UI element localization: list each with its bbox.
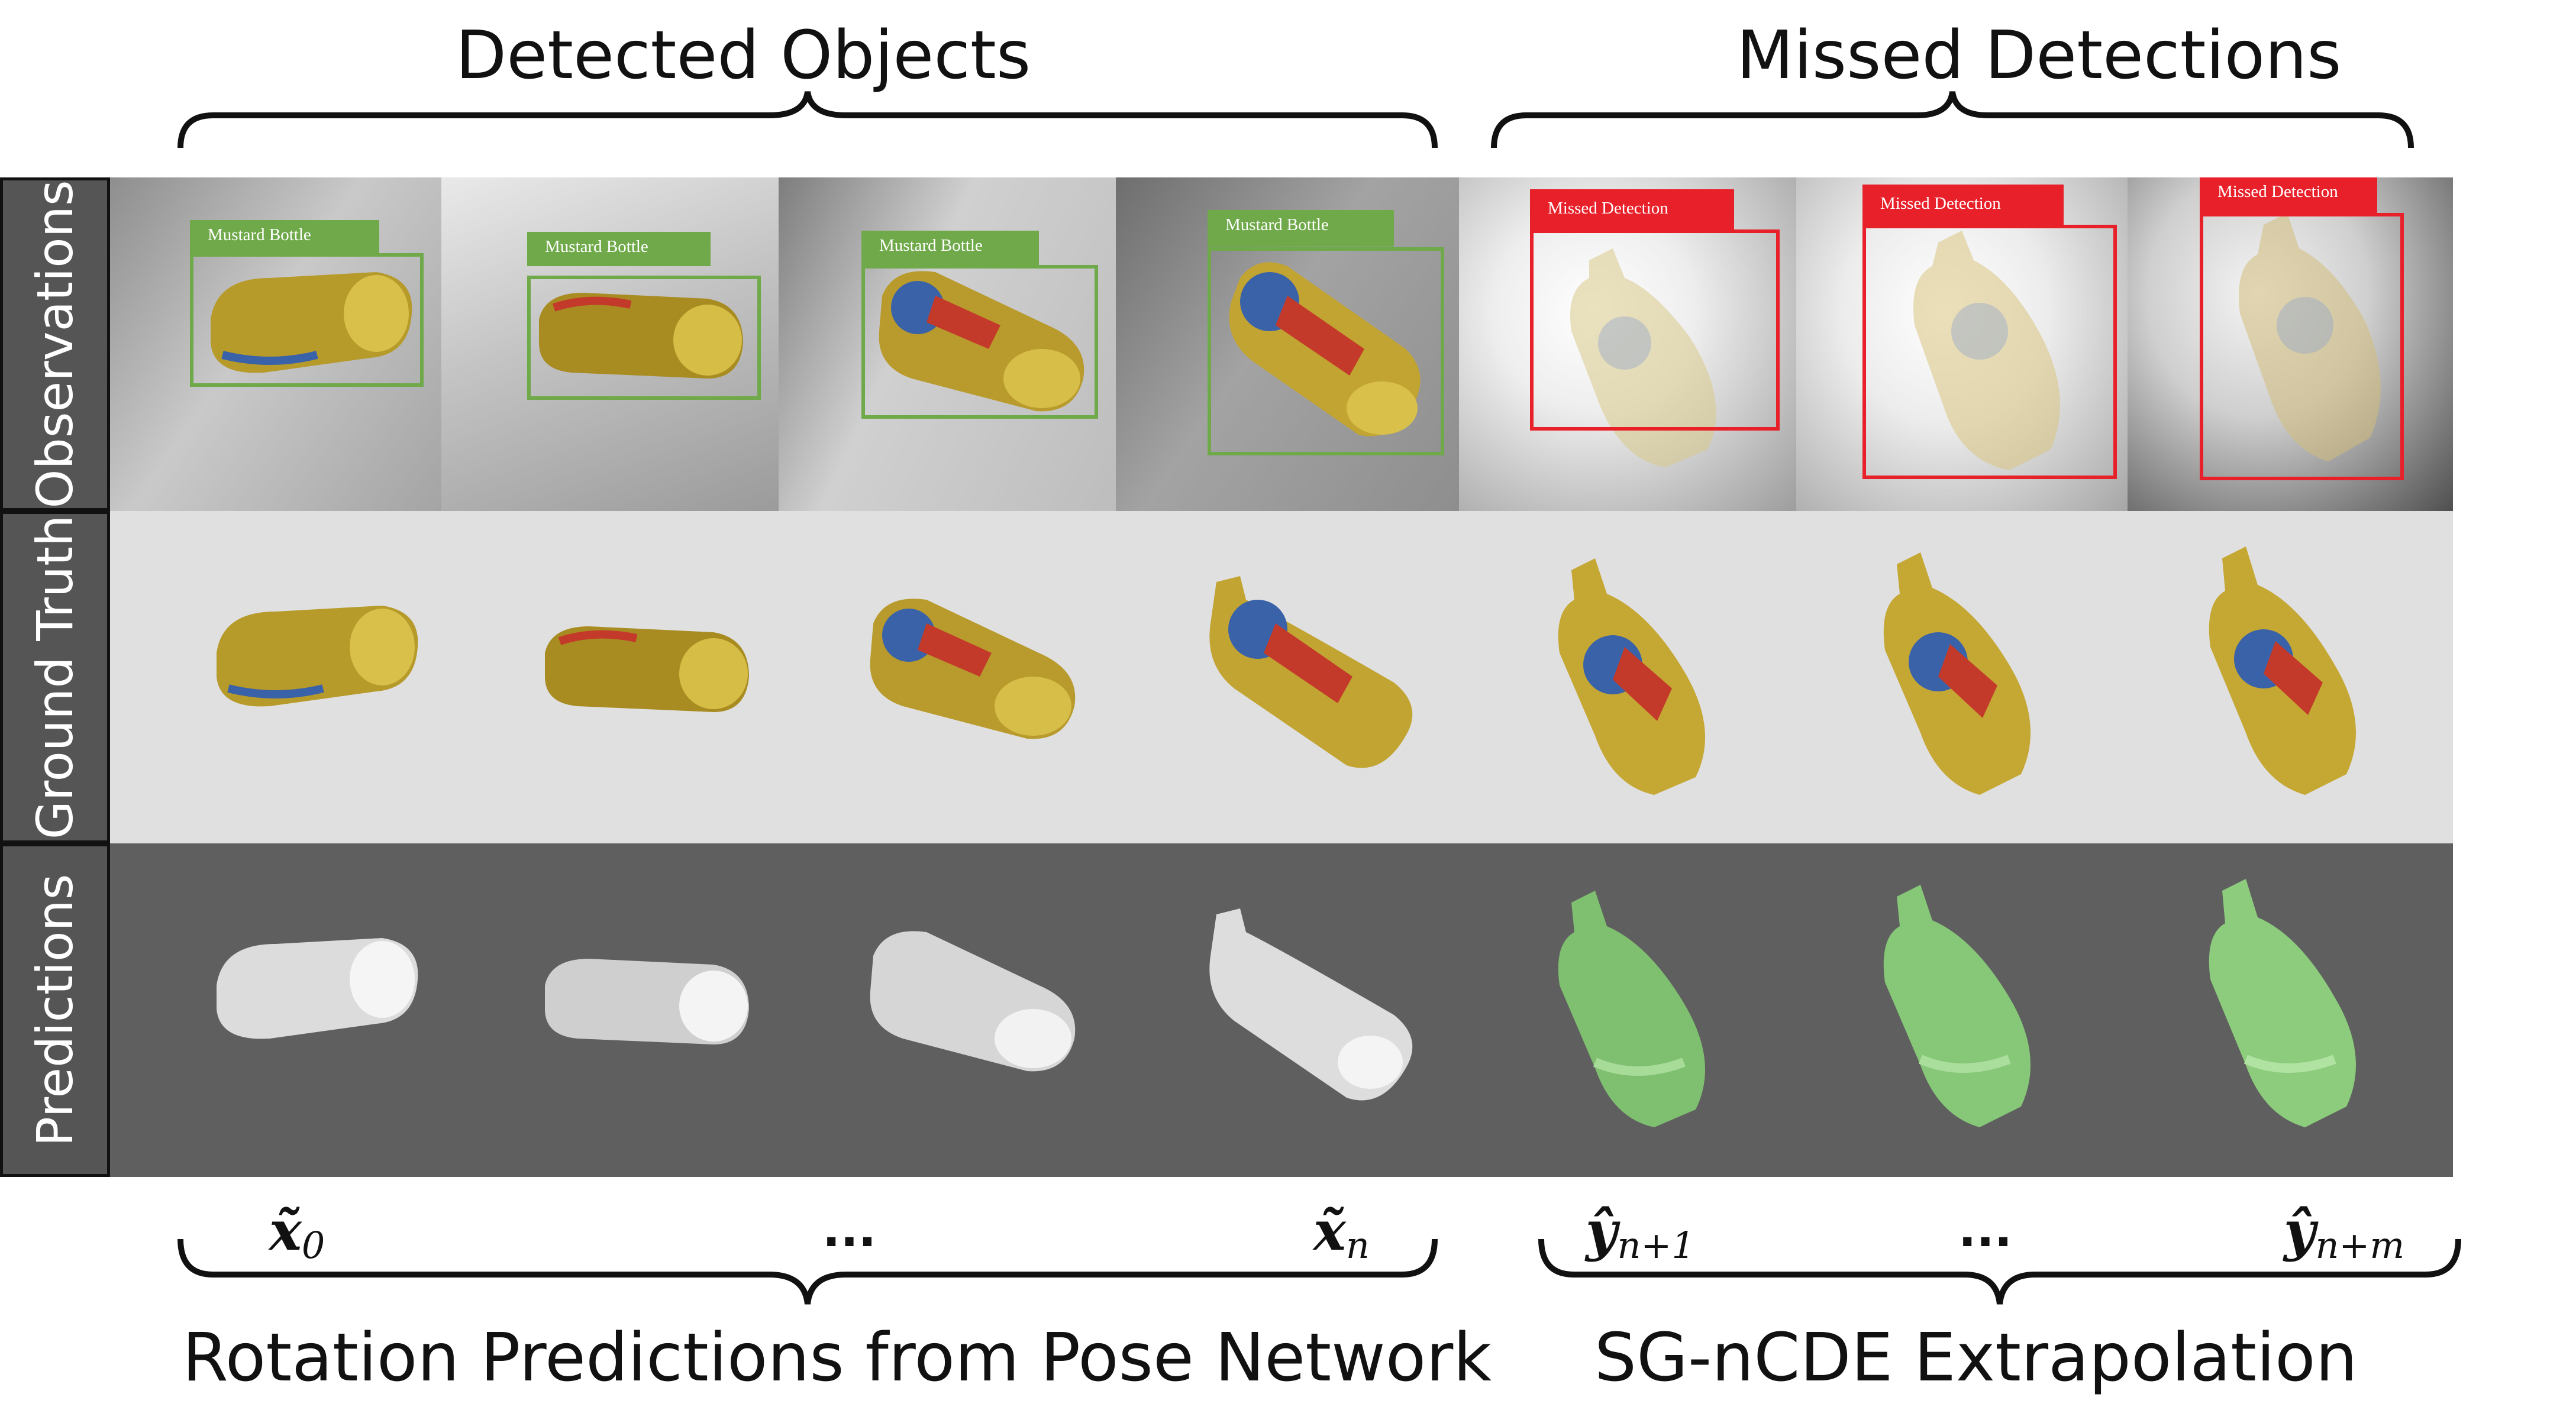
missed-detection-label: Missed Detection [1862,185,2064,225]
observation-frame-2: Mustard Bottle [441,177,779,511]
observation-frame-7: Missed Detection [2128,177,2453,511]
ground-truth-pose-4 [1209,576,1413,768]
label-ym-sub: n+m [2315,1224,2405,1267]
row-label-ground-truth: Ground Truth [0,511,110,843]
row-label-predictions: Predictions [0,843,110,1177]
mustard-bottle-image [879,271,1084,412]
ground-truth-pose-6 [1883,552,2031,795]
predictions-band [110,843,2453,1177]
label-xn: x̃n [1313,1204,1370,1264]
predicted-pose-2 [545,959,749,1044]
observation-frame-1: Mustard Bottle [110,177,441,511]
mustard-bottle-image [1229,262,1421,436]
row-label-predictions-text: Predictions [26,874,84,1147]
missed-detection-box [1530,229,1780,431]
predicted-pose-4 [1209,908,1413,1101]
label-y-n-plus-1: ŷn+1 [1586,1204,1695,1264]
ground-truth-band [110,511,2453,843]
observations-band: Mustard Bottle Mustard Bottle Mustard Bo… [110,177,2453,511]
missed-detection-box [2200,213,2404,480]
extrapolation-footer: SG-nCDE Extrapolation [1594,1319,2358,1396]
label-xn-sub: n [1345,1224,1370,1267]
label-x0-base: x̃ [269,1199,302,1263]
ground-truth-pose-3 [870,599,1076,739]
row-label-ground-truth-text: Ground Truth [26,515,84,840]
detection-label: Mustard Bottle [527,232,711,266]
ground-truth-pose-1 [217,606,418,707]
extrapolated-pose-3 [2209,879,2356,1127]
ellipsis-extrapolated: ... [1958,1202,2013,1257]
missed-detection-label: Missed Detection [1530,189,1734,229]
label-x0: x̃0 [269,1204,325,1264]
detection-label: Mustard Bottle [1208,210,1394,247]
label-xn-base: x̃ [1313,1199,1346,1263]
label-x0-sub: 0 [301,1224,325,1267]
extrapolated-pose-1 [1558,891,1705,1127]
ground-truth-pose-2 [545,626,749,712]
detected-objects-brace [177,91,1438,148]
mustard-bottle-image [1913,231,2060,470]
missed-detection-box [1862,225,2117,479]
label-y1-sub: n+1 [1617,1224,1695,1267]
ellipsis-detected: ... [822,1202,877,1257]
detection-box [861,265,1098,419]
detection-box [1208,247,1444,455]
pose-network-footer: Rotation Predictions from Pose Network [182,1319,1492,1396]
mustard-bottle-image [2239,213,2381,461]
missed-detections-brace [1491,91,2414,148]
detection-label: Mustard Bottle [190,220,379,254]
label-ym-base: ŷ [2284,1199,2316,1263]
detection-box [527,276,761,400]
ground-truth-pose-5 [1558,558,1705,795]
ground-truth-pose-7 [2209,546,2356,795]
row-label-observations-text: Observations [26,180,84,509]
detection-box [190,253,424,387]
predicted-pose-1 [217,938,418,1039]
observation-frame-3: Mustard Bottle [779,177,1116,511]
missed-detection-label: Missed Detection [2200,177,2377,213]
observation-frame-5: Missed Detection [1459,177,1796,511]
detected-objects-header: Detected Objects [456,17,1031,94]
label-y1-base: ŷ [1586,1199,1618,1263]
row-label-observations: Observations [0,177,110,511]
detection-label: Mustard Bottle [861,231,1039,265]
pose-network-brace [177,1238,1438,1305]
extrapolation-brace [1538,1238,2461,1305]
mustard-bottle-image [539,293,743,379]
label-y-n-plus-m: ŷn+m [2284,1204,2404,1264]
observation-frame-6: Missed Detection [1796,177,2128,511]
observation-frame-4: Mustard Bottle [1116,177,1459,511]
predicted-pose-3 [870,931,1076,1072]
mustard-bottle-image [1570,248,1716,467]
mustard-bottle-image [211,272,412,373]
missed-detections-header: Missed Detections [1736,17,2342,94]
extrapolated-pose-2 [1883,885,2031,1127]
